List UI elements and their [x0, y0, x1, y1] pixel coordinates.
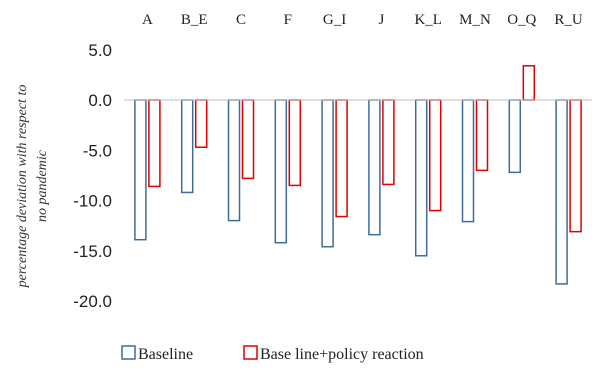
y-axis-ticks: 5.0 0.0 -5.0 -10.0 -15.0 -20.0 — [73, 41, 112, 311]
bar-policy-reaction — [335, 99, 348, 218]
bar-baseline — [227, 99, 241, 222]
x-tick-label: C — [236, 12, 246, 28]
bar-policy-reaction — [522, 65, 536, 101]
x-tick-label: O_Q — [507, 12, 536, 28]
bar-baseline — [461, 99, 475, 223]
bar-policy-reaction — [241, 99, 255, 180]
bar-policy-reaction — [475, 99, 489, 172]
bar-baseline — [134, 99, 147, 241]
x-tick-label: G_I — [323, 12, 346, 28]
bar-baseline — [321, 99, 334, 248]
x-tick-label: R_U — [554, 12, 583, 28]
bar-baseline — [555, 99, 568, 285]
bars — [134, 65, 582, 285]
x-tick-label: A — [142, 12, 153, 28]
legend-label-policy-reaction: Base line+policy reaction — [260, 346, 424, 363]
y-tick-label: 0.0 — [88, 91, 112, 110]
bar-policy-reaction — [148, 99, 161, 188]
y-tick-label: -20.0 — [73, 292, 112, 311]
x-tick-label: B_E — [181, 12, 208, 28]
bar-baseline — [274, 99, 288, 244]
x-tick-label: F — [284, 12, 292, 28]
bar-policy-reaction — [569, 99, 582, 233]
y-axis-label: percentage deviation with respect to no … — [15, 85, 50, 289]
bar-policy-reaction — [428, 99, 442, 212]
x-tick-label: J — [378, 12, 384, 28]
x-tick-label: M_N — [459, 12, 491, 28]
x-axis-ticks: A B_E C F G_I J K_L M_N O_Q R_U — [142, 12, 583, 28]
bar-baseline — [414, 99, 428, 257]
y-axis-label-line-1: percentage deviation with respect to — [15, 85, 30, 289]
y-tick-label: 5.0 — [88, 41, 112, 60]
bar-baseline — [368, 99, 381, 236]
legend-label-baseline: Baseline — [138, 346, 193, 363]
y-tick-label: -15.0 — [73, 242, 112, 261]
bar-baseline — [180, 99, 194, 194]
x-tick-label: K_L — [414, 12, 442, 28]
y-tick-label: -5.0 — [83, 141, 112, 160]
y-tick-label: -10.0 — [73, 192, 112, 211]
legend: Baseline Base line+policy reaction — [121, 345, 424, 363]
bar-policy-reaction — [288, 99, 302, 187]
legend-swatch-policy-reaction — [243, 345, 258, 360]
bar-policy-reaction — [194, 99, 208, 148]
legend-swatch-baseline — [121, 345, 136, 360]
y-axis-label-line-2: no pandemic — [35, 149, 50, 222]
bar-policy-reaction — [382, 99, 395, 186]
bar-baseline — [508, 99, 522, 174]
